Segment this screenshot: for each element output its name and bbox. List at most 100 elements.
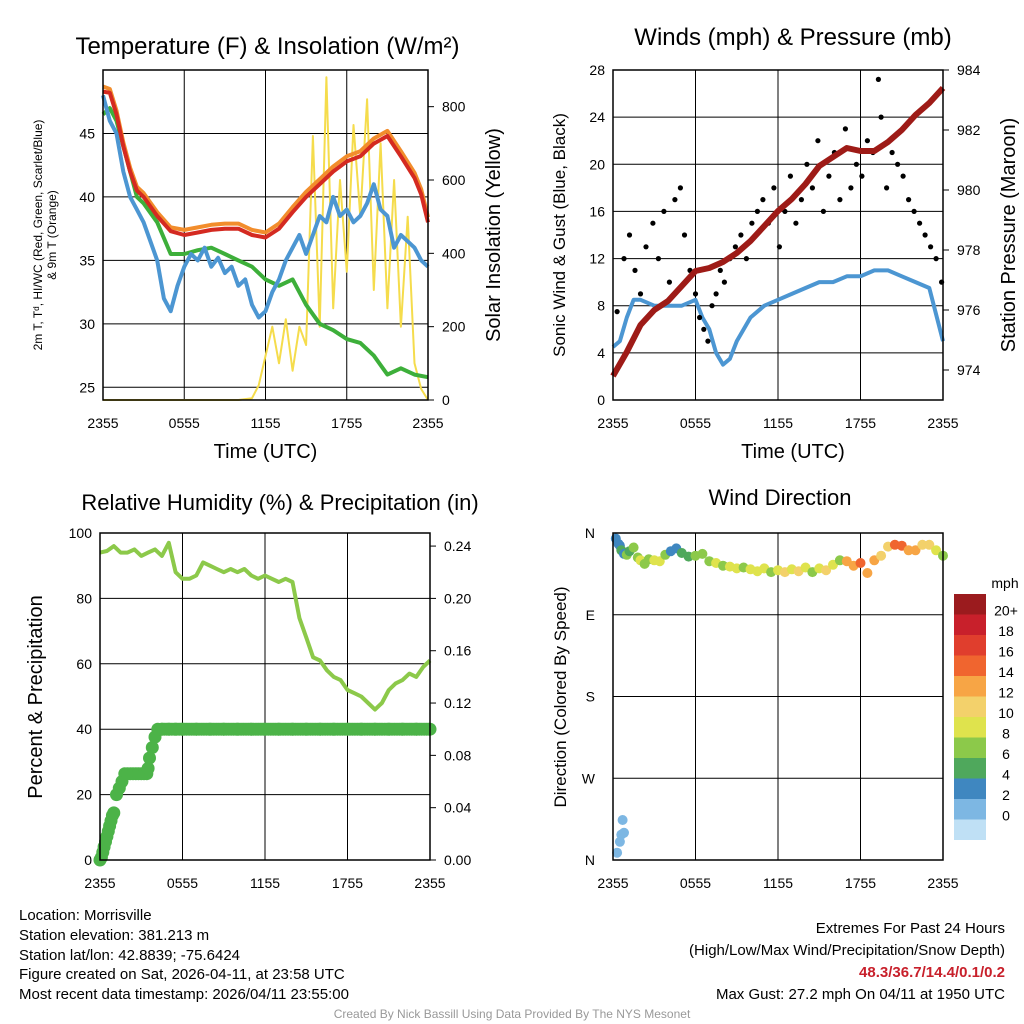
y-tick-label: 40 [79,189,95,205]
y-right-tick-label: 982 [957,122,981,138]
gust-point [650,220,656,226]
gust-point [826,173,832,179]
extremes-title: Extremes For Past 24 Hours [815,920,1005,937]
gust-point [878,114,884,120]
gust-point [643,244,649,250]
gust-point [884,185,890,191]
gust-point [637,291,644,297]
gust-point [853,161,860,167]
gust-point [661,208,667,214]
y-right-tick-label: 0.00 [444,852,471,868]
legend-label: 16 [998,643,1014,659]
gust-point [709,303,715,309]
x-tick-label: 1755 [331,415,362,431]
x-tick-label: 1755 [845,415,876,431]
y-tick-label: 12 [589,251,605,267]
series-line-2m-temperature [102,89,430,240]
legend-swatch [954,676,986,697]
y-tick-label: 16 [589,203,605,219]
gust-point [614,309,620,315]
y-tick-label: 0 [597,392,605,408]
legend-swatch [954,758,986,779]
y-tick-label: E [586,607,595,623]
direction-point [628,542,639,553]
chart-title: Wind Direction [708,485,851,510]
y-tick-label: N [585,852,595,868]
y-axis-label: Sonic Wind & Gust (Blue, Black) [550,113,569,357]
gust-point [705,338,711,344]
y-right-tick-label: 0.20 [444,590,471,606]
y-right-tick-label: 800 [442,99,466,115]
direction-point [876,550,887,561]
legend-swatch [954,635,986,656]
direction-point [619,827,629,838]
plot-frame [612,69,944,401]
precip-point [422,722,436,736]
gust-point [713,291,719,297]
direction-point [821,565,832,576]
credit-line: Created By Nick Bassill Using Data Provi… [333,1007,691,1021]
elevation-line: Station elevation: 381.213 m [19,926,210,944]
legend-label: 2 [1002,787,1010,803]
direction-point [931,545,942,556]
gust-point [848,185,854,191]
timestamp-line: Most recent data timestamp: 2026/04/11 2… [19,986,349,1004]
legend-label: 18 [998,623,1014,639]
gust-point [864,138,871,144]
x-tick-label: 2355 [84,875,115,891]
y-right-tick-label: 984 [957,62,981,78]
y-tick-label: N [585,525,595,541]
legend-swatch [954,799,986,820]
gust-point [776,244,783,250]
y-tick-label: 60 [76,656,92,672]
direction-point [855,558,866,568]
gust-point [771,185,777,191]
x-tick-label: 2355 [927,415,958,431]
direction-point [924,539,935,550]
gust-point [632,267,638,273]
y-right-tick-label: 0.04 [444,800,471,816]
extremes-panel: Extremes For Past 24 Hours (High/Low/Max… [689,918,1005,1006]
gust-point [701,326,707,332]
gust-point [666,279,673,285]
gust-point [787,173,794,179]
y-axis-label: Percent & Precipitation [25,595,47,798]
legend-swatch [954,696,986,717]
x-tick-label: 1755 [845,875,876,891]
legend-swatch [954,717,986,738]
legend-label: 6 [1002,746,1010,762]
gust-point [754,208,761,214]
series-line-wind-chill [101,94,430,320]
legend-swatch [954,655,986,676]
legend-swatch [954,737,986,758]
x-axis-label: Time (UTC) [214,441,318,463]
gust-point [889,149,895,156]
gust-point [692,291,699,297]
gust-point [895,161,901,167]
x-tick-label: 0555 [167,875,198,891]
legend-label: 10 [998,705,1014,721]
series-line-rh [99,540,432,712]
gust-point [804,161,810,167]
chart-title: Relative Humidity (%) & Precipitation (i… [81,490,478,515]
y-right-tick-label: 0.12 [444,695,471,711]
y-tick-label: 80 [76,590,92,606]
x-tick-label: 1155 [250,415,280,431]
gust-point [922,232,928,238]
x-tick-label: 2355 [414,875,445,891]
x-tick-label: 0555 [169,415,200,431]
y-right-tick-label: 200 [442,319,466,335]
y-tick-label: 8 [597,298,605,314]
x-tick-label: 2355 [597,875,628,891]
legend-swatch [954,778,986,799]
gust-point [837,197,843,203]
y-axis-label: Direction (Colored By Speed) [551,586,570,807]
extremes-values: 48.3/36.7/14.4/0.1/0.2 [859,964,1005,981]
y-tick-label: 45 [79,125,95,141]
legend-title: mph [991,575,1018,591]
gust-point [626,232,633,238]
y-right-tick-label: 978 [957,242,981,258]
y-right-tick-label: 974 [957,362,981,378]
gust-point [732,244,739,250]
gust-point [917,220,923,226]
